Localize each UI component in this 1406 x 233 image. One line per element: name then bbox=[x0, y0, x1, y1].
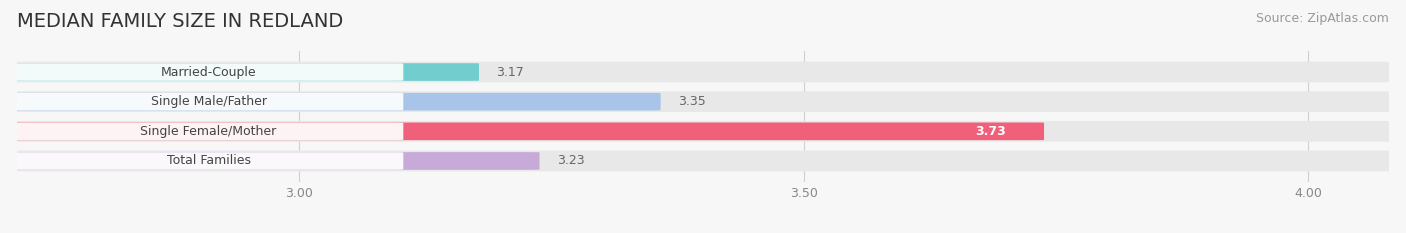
Text: 3.73: 3.73 bbox=[974, 125, 1005, 138]
Text: Married-Couple: Married-Couple bbox=[160, 65, 256, 79]
FancyBboxPatch shape bbox=[17, 121, 1389, 142]
FancyBboxPatch shape bbox=[14, 152, 404, 170]
Text: Total Families: Total Families bbox=[166, 154, 250, 168]
FancyBboxPatch shape bbox=[17, 151, 1389, 171]
Text: Single Male/Father: Single Male/Father bbox=[150, 95, 267, 108]
FancyBboxPatch shape bbox=[14, 63, 404, 81]
Text: 3.35: 3.35 bbox=[678, 95, 706, 108]
Text: 3.17: 3.17 bbox=[496, 65, 524, 79]
Text: MEDIAN FAMILY SIZE IN REDLAND: MEDIAN FAMILY SIZE IN REDLAND bbox=[17, 12, 343, 31]
Text: 3.23: 3.23 bbox=[557, 154, 585, 168]
Text: Single Female/Mother: Single Female/Mother bbox=[141, 125, 277, 138]
FancyBboxPatch shape bbox=[14, 123, 404, 140]
FancyBboxPatch shape bbox=[8, 93, 661, 110]
Text: Source: ZipAtlas.com: Source: ZipAtlas.com bbox=[1256, 12, 1389, 25]
FancyBboxPatch shape bbox=[17, 62, 1389, 82]
FancyBboxPatch shape bbox=[8, 63, 479, 81]
FancyBboxPatch shape bbox=[8, 123, 1045, 140]
FancyBboxPatch shape bbox=[17, 91, 1389, 112]
FancyBboxPatch shape bbox=[14, 93, 404, 110]
FancyBboxPatch shape bbox=[8, 152, 540, 170]
